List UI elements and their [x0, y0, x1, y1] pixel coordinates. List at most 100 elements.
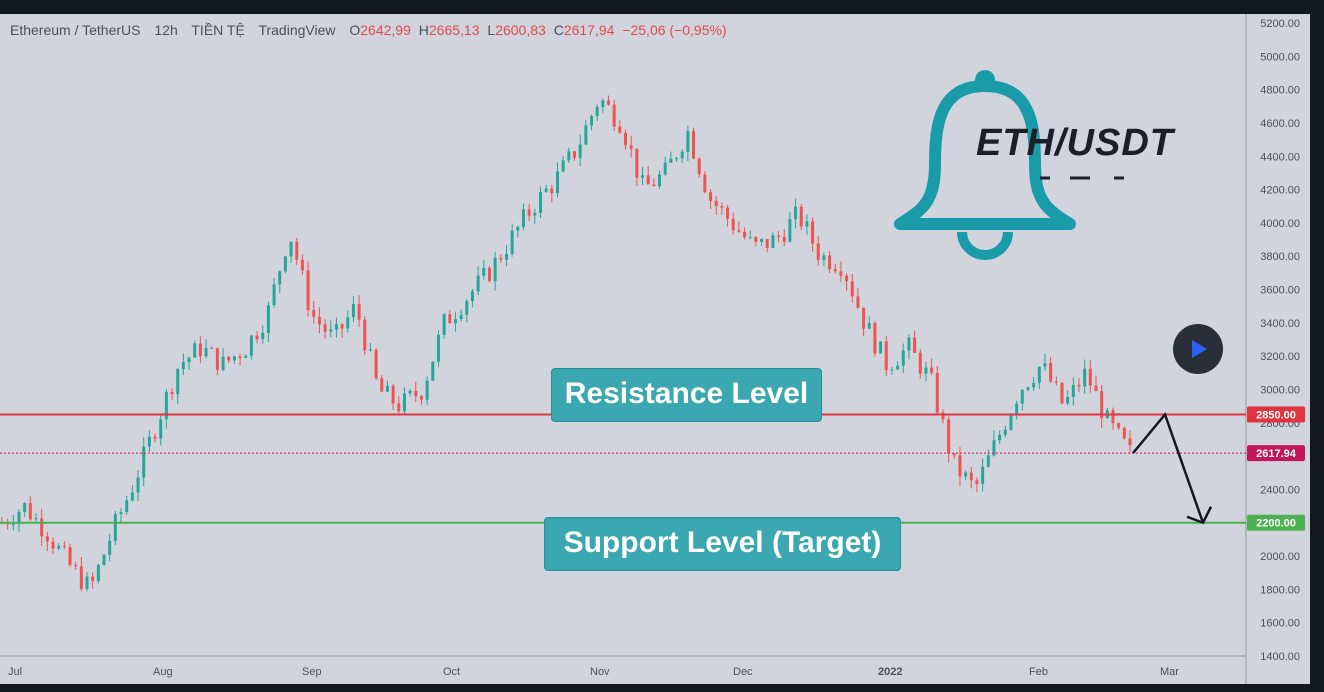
candle [306, 261, 310, 317]
candle [125, 495, 129, 515]
last-price-tag [1247, 445, 1305, 462]
candle [981, 458, 985, 492]
candle [612, 99, 616, 132]
candle [998, 430, 1002, 445]
projection-arrowhead [1186, 506, 1213, 525]
candle [425, 376, 429, 405]
candle [754, 236, 758, 247]
x-tick-label: Dec [733, 666, 753, 678]
candle [771, 232, 775, 249]
candle [731, 212, 735, 235]
pair-label: ETH/USDT [976, 122, 1174, 164]
price-axis-background [1246, 14, 1310, 684]
candle [340, 323, 344, 339]
replay-button[interactable] [1173, 324, 1223, 374]
candle [255, 330, 259, 344]
symbol-name[interactable]: Ethereum / TetherUS [10, 22, 141, 38]
candle [538, 186, 542, 219]
candle [663, 156, 667, 176]
candle [635, 148, 639, 186]
x-tick-label: Feb [1029, 666, 1048, 678]
candle [794, 198, 798, 229]
candle [283, 255, 287, 274]
candle [884, 335, 888, 377]
candle [833, 264, 837, 274]
open-value: 2642,99 [360, 22, 411, 38]
candle [969, 466, 973, 489]
interval-label[interactable]: 12h [154, 22, 178, 38]
candle [221, 348, 225, 372]
candle [408, 389, 412, 397]
candle [147, 430, 151, 452]
x-tick-label: 2022 [878, 666, 902, 678]
candle [601, 98, 605, 113]
candle [714, 195, 718, 216]
candle [629, 135, 633, 158]
candle [1111, 407, 1115, 430]
candle [431, 361, 435, 382]
candle [499, 254, 503, 263]
candle [1122, 426, 1126, 440]
candle [1083, 359, 1087, 394]
y-tick-label: 1400.00 [1260, 651, 1300, 663]
candle [527, 203, 531, 222]
support-price-tag [1247, 514, 1305, 531]
projection-path [1132, 411, 1205, 524]
candle [136, 469, 140, 502]
candle [765, 239, 769, 253]
low-label: L [487, 22, 496, 38]
candle [1088, 359, 1092, 393]
candle [703, 171, 707, 194]
candle [669, 151, 673, 163]
play-icon [1192, 340, 1207, 358]
candle [1128, 430, 1132, 454]
candle [1071, 377, 1075, 406]
y-tick-label: 1800.00 [1260, 584, 1300, 596]
candle [811, 217, 815, 252]
y-tick-label: 4200.00 [1260, 185, 1300, 197]
candle [397, 396, 401, 415]
y-tick-label: 3200.00 [1260, 351, 1300, 363]
candle [805, 214, 809, 236]
candle [238, 353, 242, 366]
candle [867, 316, 871, 329]
y-tick-label: 1600.00 [1260, 618, 1300, 630]
candle [317, 307, 321, 334]
candle [329, 320, 333, 338]
candle [419, 394, 423, 405]
candle [510, 223, 514, 257]
candle [782, 229, 786, 246]
candle [159, 415, 163, 446]
candle [652, 178, 656, 187]
candle [79, 557, 83, 592]
y-tick-label: 4400.00 [1260, 151, 1300, 163]
candle [1049, 356, 1053, 384]
candle [1094, 375, 1098, 392]
candle [45, 531, 49, 552]
candle [1037, 365, 1041, 389]
candle [244, 353, 248, 359]
candle [442, 313, 446, 340]
candle [51, 537, 55, 555]
candle [521, 203, 525, 231]
candle [164, 389, 168, 429]
candle [402, 387, 406, 416]
candle [550, 184, 554, 203]
candle [958, 447, 962, 487]
candle [924, 361, 928, 382]
candle [187, 356, 191, 371]
price-chart[interactable]: 5200.00 5000.00 4800.00 4600.00 4400.00 4200.… [0, 14, 1310, 684]
candle [323, 319, 327, 339]
candle [368, 342, 372, 352]
candle [210, 346, 214, 349]
candle [618, 120, 622, 134]
candle [28, 496, 32, 521]
candle [142, 437, 146, 487]
candle [573, 150, 577, 162]
candle [470, 288, 474, 308]
resistance-callout: Resistance Level [551, 368, 822, 422]
candle [828, 250, 832, 274]
candle [363, 315, 367, 355]
candle [357, 295, 361, 327]
candle [295, 237, 299, 266]
